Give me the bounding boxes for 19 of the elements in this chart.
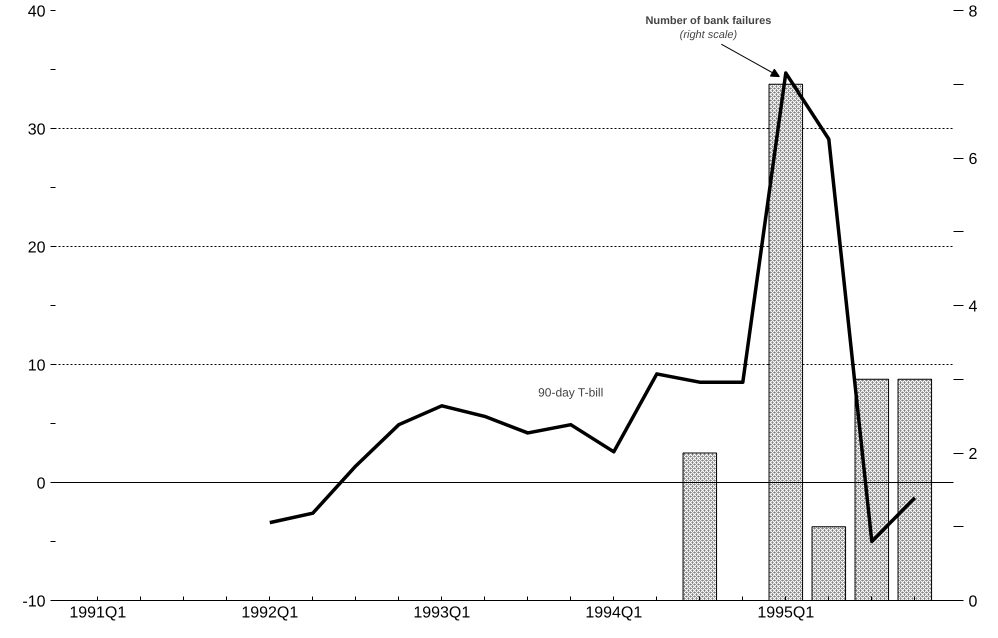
y2-tick-label: 4 xyxy=(968,298,978,316)
text: 90-day T-bill xyxy=(538,386,604,400)
x-tick-label: 1994Q1 xyxy=(585,604,642,622)
y2-tick-label: 8 xyxy=(968,4,978,20)
y-tick-label: 0 xyxy=(36,476,46,492)
y-tick-label: 20 xyxy=(28,240,46,256)
y-tick-label: -10 xyxy=(22,594,46,610)
x-tick-label: 1993Q1 xyxy=(413,604,470,622)
x-tick-label: 1992Q1 xyxy=(241,604,298,622)
y2-tick-label: 6 xyxy=(968,151,978,168)
x-tick-label: 1991Q1 xyxy=(69,604,126,622)
annotation: (right scale) xyxy=(680,29,738,42)
y2-tick-label: 2 xyxy=(968,446,978,463)
y-tick-label: 40 xyxy=(28,4,46,20)
y-tick-label: 10 xyxy=(28,358,46,374)
x-tick-label: 1995Q1 xyxy=(757,604,814,622)
y-tick-label: 30 xyxy=(28,122,46,138)
annotation: Number of bank failures xyxy=(645,15,772,28)
y2-tick-label: 0 xyxy=(968,594,978,610)
